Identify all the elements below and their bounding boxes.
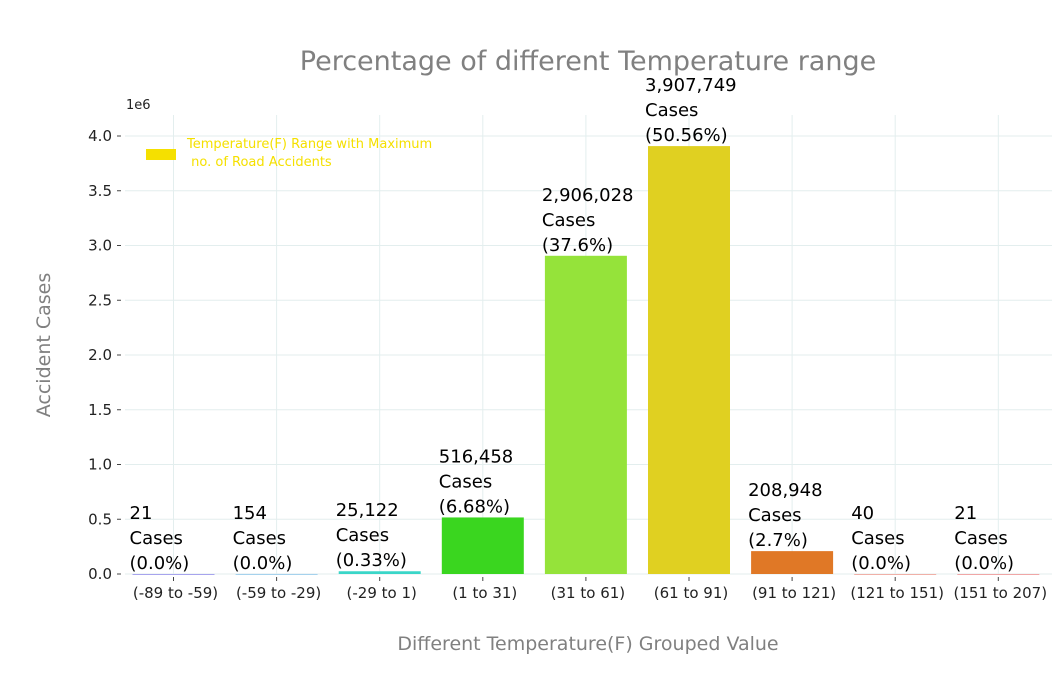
x-axis-label: Different Temperature(F) Grouped Value — [397, 633, 778, 655]
x-tick-label: (-59 to -29) — [236, 584, 321, 602]
data-label: 3,907,749 Cases (50.56%) — [645, 75, 737, 146]
y-tick-label: 4.0 — [88, 127, 112, 145]
y-tick-label: 2.0 — [88, 346, 112, 364]
y-axis-ticks: 0.0 0.5 1.0 1.5 2.0 2.5 3.0 3.5 4.0 — [88, 127, 121, 583]
x-tick-label: (1 to 31) — [452, 584, 517, 602]
legend-swatch — [146, 149, 176, 160]
bars — [132, 146, 1040, 575]
data-label: 154 Cases (0.0%) — [233, 503, 293, 574]
data-label: 40 Cases (0.0%) — [851, 503, 911, 574]
y-axis-offset-label: 1e6 — [126, 98, 151, 113]
y-tick-label: 2.5 — [88, 291, 112, 309]
y-tick-label: 1.5 — [88, 401, 112, 419]
legend-label-line2: no. of Road Accidents — [187, 155, 332, 170]
data-label: 25,122 Cases (0.33%) — [336, 500, 407, 571]
data-labels: 21 Cases (0.0%) 154 Cases (0.0%) 25,122 Cases (0… — [130, 75, 1015, 574]
legend-label-line1: Temperature(F) Range with Maximum — [186, 137, 432, 152]
bar — [648, 146, 730, 574]
data-label: 208,948 Cases (2.7%) — [748, 480, 822, 551]
bar — [544, 255, 627, 575]
chart-title: Percentage of different Temperature rang… — [300, 46, 876, 77]
y-tick-label: 0.5 — [88, 510, 112, 528]
y-tick-label: 1.0 — [88, 456, 112, 474]
y-tick-label: 0.0 — [88, 565, 112, 583]
x-tick-label: (-29 to 1) — [347, 584, 417, 602]
x-tick-label: (151 to 207) — [954, 584, 1048, 602]
data-label: 21 Cases (0.0%) — [130, 503, 190, 574]
y-tick-label: 3.5 — [88, 182, 112, 200]
data-label: 2,906,028 Cases (37.6%) — [542, 185, 634, 256]
y-axis-label: Accident Cases — [33, 273, 55, 418]
x-tick-label: (91 to 121) — [752, 584, 836, 602]
bar — [751, 551, 834, 574]
y-tick-label: 3.0 — [88, 237, 112, 255]
x-tick-label: (31 to 61) — [551, 584, 625, 602]
bar — [441, 517, 524, 574]
x-axis-ticks: (-89 to -59) (-59 to -29) (-29 to 1) (1 to … — [133, 577, 1047, 602]
x-tick-label: (-89 to -59) — [133, 584, 218, 602]
data-label: 21 Cases (0.0%) — [954, 503, 1014, 574]
x-tick-label: (61 to 91) — [654, 584, 728, 602]
bar — [338, 571, 421, 574]
legend: Temperature(F) Range with Maximum no. of… — [146, 137, 432, 170]
data-label: 516,458 Cases (6.68%) — [439, 446, 513, 517]
x-tick-label: (121 to 151) — [850, 584, 944, 602]
